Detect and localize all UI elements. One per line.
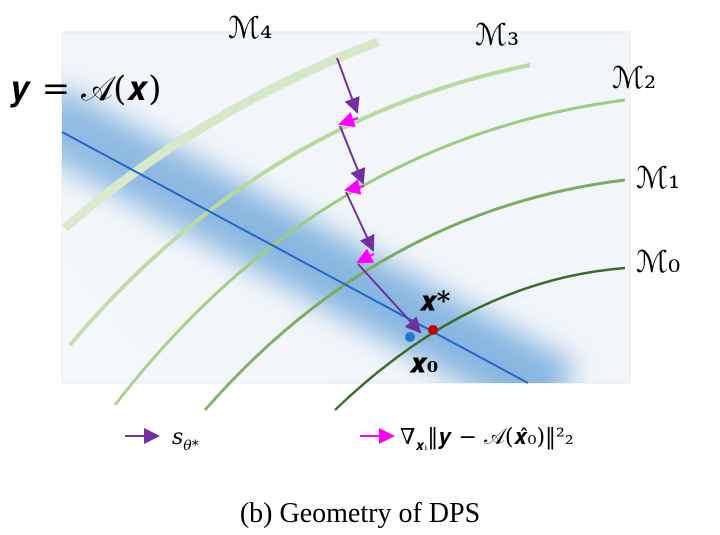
manifold-label: ℳ₀ bbox=[636, 245, 680, 280]
x-star-point bbox=[428, 325, 438, 335]
legend-label: sθ* bbox=[172, 425, 199, 454]
x-star-label: 𝒙* bbox=[419, 287, 451, 317]
trajectory bbox=[336, 57, 422, 334]
legend-label: s bbox=[172, 425, 183, 450]
manifold-label: ℳ₃ bbox=[475, 18, 519, 53]
measurement-label: 𝒚 = 𝒜(𝒙) bbox=[10, 69, 162, 109]
legend-label: θ* bbox=[183, 438, 198, 454]
legend-label: ‖𝒚 − 𝒜(𝒙̂₀)‖²₂ bbox=[427, 425, 574, 450]
caption: (b) Geometry of DPS bbox=[240, 498, 480, 529]
manifold-label: ℳ₄ bbox=[228, 11, 272, 46]
legend-label: 𝒙ᵢ bbox=[415, 438, 427, 454]
fade bbox=[62, 32, 362, 412]
x0-point bbox=[405, 332, 415, 342]
manifold-0 bbox=[334, 266, 626, 411]
measurement-line bbox=[61, 131, 529, 384]
manifold-label: ℳ₂ bbox=[612, 61, 656, 96]
manifold-label: ℳ₁ bbox=[636, 161, 680, 196]
legend-label: ∇𝒙ᵢ‖𝒚 − 𝒜(𝒙̂₀)‖²₂ bbox=[400, 425, 574, 454]
x0-label: 𝒙₀ bbox=[409, 349, 438, 379]
legend-label: ∇ bbox=[400, 425, 415, 450]
